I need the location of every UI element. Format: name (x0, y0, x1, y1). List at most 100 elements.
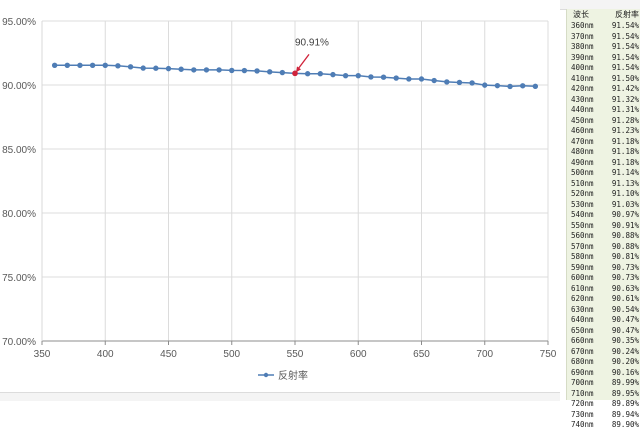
y-tick-label: 80.00% (2, 209, 36, 220)
wavelength-cell: 610nm (571, 283, 594, 293)
reflectance-cell: 90.16% (611, 367, 639, 377)
data-point (418, 76, 425, 82)
table-header: 波长 反射率 (567, 9, 640, 21)
wavelength-cell: 470nm (571, 136, 594, 146)
data-point (229, 67, 235, 74)
reflectance-cell: 91.50% (611, 73, 639, 83)
x-tick-label: 400 (97, 349, 114, 360)
reflectance-cell: 91.54% (611, 42, 639, 51)
data-point (140, 65, 146, 71)
table-row: 370nm 91.54% (567, 32, 640, 43)
reflectance-cell: 91.31% (611, 105, 639, 114)
wavelength-cell: 580nm (571, 252, 594, 261)
data-point (241, 67, 248, 74)
reflectance-cell: 90.24% (611, 346, 639, 356)
header-reflectance: 反射率 (615, 10, 639, 19)
data-point (520, 83, 526, 89)
table-row: 430nm 91.32% (567, 95, 640, 106)
reflectance-cell: 91.18% (611, 136, 639, 146)
data-point (279, 69, 286, 76)
data-point (64, 62, 71, 68)
wavelength-cell: 550nm (571, 220, 594, 230)
table-row: 400nm 91.54% (567, 63, 640, 74)
reflectance-cell: 90.61% (611, 294, 639, 303)
x-tick-label: 600 (350, 349, 367, 360)
y-tick-label: 85.00% (2, 145, 36, 156)
table-row: 460nm 91.23% (567, 126, 640, 137)
reflectance-cell: 90.63% (611, 283, 639, 293)
wavelength-cell: 740nm (571, 420, 594, 429)
wavelength-cell: 620nm (571, 294, 594, 303)
table-row: 730nm 89.94% (567, 410, 640, 421)
wavelength-cell: 700nm (571, 378, 594, 387)
wavelength-cell: 570nm (571, 241, 594, 251)
data-point (77, 62, 83, 68)
data-point (444, 79, 450, 85)
wavelength-cell: 730nm (571, 409, 594, 419)
wavelength-cell: 520nm (571, 189, 594, 198)
data-point (368, 74, 374, 80)
data-table: 波长 反射率 360nm 91.54% 370nm 91.54% 380nm 91.54%… (566, 9, 640, 429)
chart-area: 95.00% 90.00% 85.00% 80.00% 75.00% 70.00% 350 4… (2, 17, 557, 382)
table-row: 440nm 91.31% (567, 105, 640, 116)
legend-label: 反射率 (278, 369, 308, 382)
table-row: 490nm 91.18% (567, 158, 640, 169)
reflectance-cell: 90.97% (611, 210, 639, 219)
data-point (431, 77, 437, 84)
wavelength-cell: 720nm (571, 399, 594, 408)
data-point (267, 69, 273, 75)
wavelength-cell: 680nm (571, 357, 594, 366)
y-tick-label: 90.00% (2, 81, 36, 92)
x-tick-label: 500 (223, 349, 240, 360)
reflectance-cell: 89.99% (611, 378, 639, 387)
data-point (393, 75, 399, 81)
annotation-arrow (296, 53, 310, 71)
bottom-strip (0, 392, 560, 401)
table-row: 590nm 90.73% (567, 263, 640, 274)
data-point (203, 67, 210, 73)
x-tick-label: 650 (413, 349, 430, 360)
reflectance-cell: 90.88% (611, 241, 639, 251)
table-row: 710nm 89.95% (567, 389, 640, 400)
reflectance-cell: 90.81% (611, 252, 639, 261)
wavelength-cell: 530nm (571, 199, 594, 209)
wavelength-cell: 630nm (571, 304, 594, 314)
data-point (191, 67, 197, 73)
wavelength-cell: 460nm (571, 126, 594, 135)
data-point (406, 76, 412, 82)
data-point (494, 82, 501, 89)
table-row: 700nm 89.99% (567, 378, 640, 389)
wavelength-cell: 650nm (571, 325, 594, 335)
wavelength-cell: 370nm (571, 31, 594, 41)
reflectance-cell: 91.18% (611, 147, 639, 156)
reflectance-cell: 89.94% (611, 409, 639, 419)
reflectance-cell: 89.95% (611, 388, 639, 398)
data-point (304, 71, 311, 77)
table-row: 650nm 90.47% (567, 326, 640, 337)
data-point (330, 71, 336, 78)
wavelength-cell: 500nm (571, 168, 594, 177)
reflectance-cell: 90.73% (611, 273, 639, 282)
data-point (178, 66, 184, 72)
table-row: 670nm 90.24% (567, 347, 640, 358)
reflectance-cell: 90.20% (611, 357, 639, 366)
wavelength-cell: 490nm (571, 157, 594, 167)
x-tick-label: 750 (540, 349, 557, 360)
table-row: 550nm 90.91% (567, 221, 640, 232)
wavelength-cell: 400nm (571, 63, 594, 72)
table-row: 380nm 91.54% (567, 42, 640, 53)
reflectance-cell: 91.13% (611, 178, 639, 188)
x-tick-label: 550 (287, 349, 304, 360)
data-point (355, 72, 361, 79)
reflectance-cell: 89.90% (611, 420, 639, 429)
reflectance-cell: 91.28% (611, 115, 639, 125)
reflectance-cell: 91.54% (611, 63, 639, 72)
table-row: 480nm 91.18% (567, 147, 640, 158)
wavelength-cell: 670nm (571, 346, 594, 356)
wavelength-cell: 640nm (571, 315, 594, 324)
reflectance-cell: 91.42% (611, 84, 639, 93)
data-point (532, 83, 539, 89)
annotation-label: 90.91% (295, 37, 329, 48)
wavelength-cell: 710nm (571, 388, 594, 398)
table-row: 500nm 91.14% (567, 168, 640, 179)
